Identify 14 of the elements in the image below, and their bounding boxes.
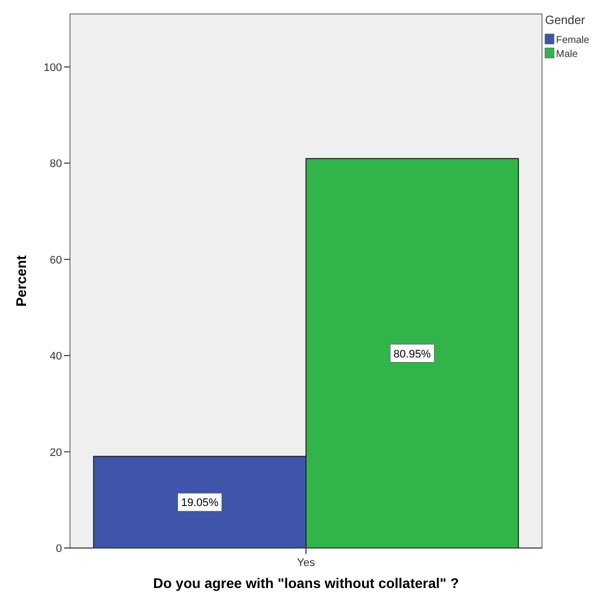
x-tick-label: Yes bbox=[297, 557, 316, 569]
y-tick-label: 100 bbox=[44, 62, 62, 74]
y-tick-label: 0 bbox=[56, 543, 62, 555]
y-tick-label: 60 bbox=[50, 254, 62, 266]
y-tick-label: 80 bbox=[50, 158, 62, 170]
data-label: 19.05% bbox=[181, 497, 219, 510]
y-tick-label: 40 bbox=[50, 350, 62, 363]
legend-label: Male bbox=[556, 49, 578, 60]
data-label: 80.95% bbox=[394, 348, 432, 360]
y-axis-title: Percent bbox=[13, 254, 29, 307]
x-axis-title: Do you agree with "loans without collateral" ? bbox=[153, 575, 459, 591]
legend-label: Female bbox=[556, 35, 590, 46]
legend-title: Gender bbox=[545, 13, 586, 27]
y-tick-label: 20 bbox=[50, 446, 62, 459]
